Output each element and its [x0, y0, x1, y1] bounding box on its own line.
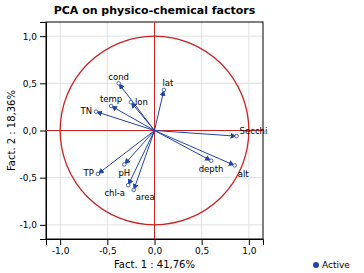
point-label: area: [136, 192, 155, 202]
vector-tip: [233, 164, 237, 168]
point-label: chl-a: [104, 188, 125, 198]
vector-arrow: [124, 131, 154, 165]
tick-mark: [40, 178, 46, 179]
axis-line: [47, 240, 264, 246]
tick: 0,5: [23, 79, 46, 89]
vector-arrow: [119, 83, 155, 130]
point-label: pH: [118, 168, 130, 178]
tick: 1,0: [242, 239, 257, 256]
tick-label: 0,5: [195, 246, 209, 256]
plot-frame: [46, 22, 263, 239]
plot-area: [46, 22, 263, 239]
title: PCA on physico-chemical factors: [54, 4, 256, 17]
vector-arrow: [155, 131, 235, 166]
vector-arrow: [96, 112, 154, 131]
vector-tip: [94, 110, 98, 114]
tick: -0,5: [99, 239, 117, 256]
vector-tip: [235, 134, 239, 138]
tick-mark: [249, 239, 250, 245]
tick-label: 1,0: [242, 246, 257, 256]
tick-mark: [107, 239, 108, 245]
tick-mark: [60, 239, 61, 245]
tick-label: 0,5: [23, 79, 37, 89]
vector-tip: [209, 159, 213, 163]
tick-label: -1,0: [52, 246, 70, 256]
vector-tip: [109, 104, 113, 108]
point-label: Secchi: [240, 126, 268, 136]
vector-arrow: [155, 131, 237, 137]
tick-mark: [40, 131, 46, 132]
tick-label: 0,0: [23, 126, 38, 136]
unit-circle: [60, 36, 249, 225]
tick-label: 0,0: [148, 246, 163, 256]
point-labels: cond lat lon temp TN Secchi depth alt pH TP chl-a a…: [79, 72, 267, 203]
vector-tip: [123, 163, 127, 167]
tick-label: -0,5: [19, 173, 37, 183]
y-axis-title: Fact. 2 : 18,36%: [6, 90, 17, 171]
tick-label: -0,5: [99, 246, 117, 256]
tick-label: 1,0: [23, 32, 38, 42]
tick-label: -1,0: [19, 220, 37, 230]
point-label: depth: [199, 164, 224, 174]
point-label: lon: [135, 97, 148, 107]
vector-arrow: [155, 90, 164, 131]
vector-tip: [162, 88, 166, 92]
point-label: TP: [83, 168, 94, 178]
vector-arrow: [134, 131, 155, 190]
vector-tip: [129, 100, 133, 104]
tick: -1,0: [19, 220, 46, 230]
tick: 0,0: [23, 126, 46, 136]
tick: -1,0: [52, 239, 70, 256]
tick-mark: [202, 239, 203, 245]
point-label: TN: [79, 106, 92, 116]
vector-tip: [96, 172, 100, 176]
tick-mark: [40, 83, 46, 84]
grid: [46, 22, 263, 239]
tick: -0,5: [19, 173, 46, 183]
legend-marker: [313, 262, 319, 268]
vector-arrow: [128, 131, 154, 186]
y-axis: -1,0 -0,5 0,0 0,5 1,0: [19, 23, 46, 240]
tick-mark: [40, 36, 46, 37]
legend: Active: [313, 260, 350, 270]
vector-arrow: [155, 131, 212, 161]
legend-label: Active: [322, 260, 350, 270]
axis-line: [40, 23, 47, 240]
point-label: alt: [238, 169, 250, 179]
vector-tip: [132, 188, 136, 192]
point-label: cond: [108, 72, 129, 82]
point-label: lat: [162, 78, 174, 88]
tick-mark: [155, 239, 156, 245]
tick: 0,0: [148, 239, 163, 256]
point-label: temp: [100, 94, 122, 104]
vector-tip: [117, 82, 121, 86]
x-axis-title: Fact. 1 : 41,76%: [114, 259, 195, 270]
tick: 0,5: [195, 239, 209, 256]
tick: 1,0: [23, 32, 46, 42]
chart: -1,0 -0,5 0,0 0,5 1,0 -1,0 -0,5 0,0 0,5 1,0 cond la…: [0, 0, 364, 273]
vector-tip: [126, 183, 130, 187]
x-axis: -1,0 -0,5 0,0 0,5 1,0: [47, 239, 264, 256]
tick-mark: [40, 225, 46, 226]
